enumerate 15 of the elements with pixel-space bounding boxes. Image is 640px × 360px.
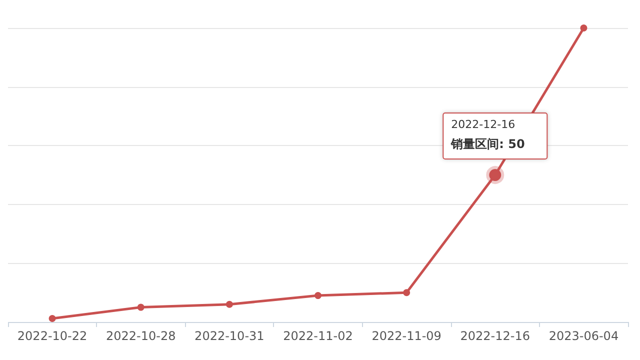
x-tick-label: 2022-11-02 [283,329,353,343]
x-tick-label: 2022-10-31 [194,329,264,343]
x-tick-label: 2022-10-28 [106,329,176,343]
point [137,304,144,311]
point [403,289,410,296]
point [580,24,588,32]
x-tick-label: 2023-06-04 [548,329,619,343]
point [226,300,233,308]
x-tick-label: 2022-11-09 [372,329,442,343]
x-tick-label: 2022-12-16 [460,329,530,343]
point [48,314,56,322]
annotation: 2022-12-16 [451,118,516,131]
x-tick-label: 2022-10-22 [17,329,88,343]
point [314,292,322,300]
annotation: 销量区间: 50 [450,137,525,151]
